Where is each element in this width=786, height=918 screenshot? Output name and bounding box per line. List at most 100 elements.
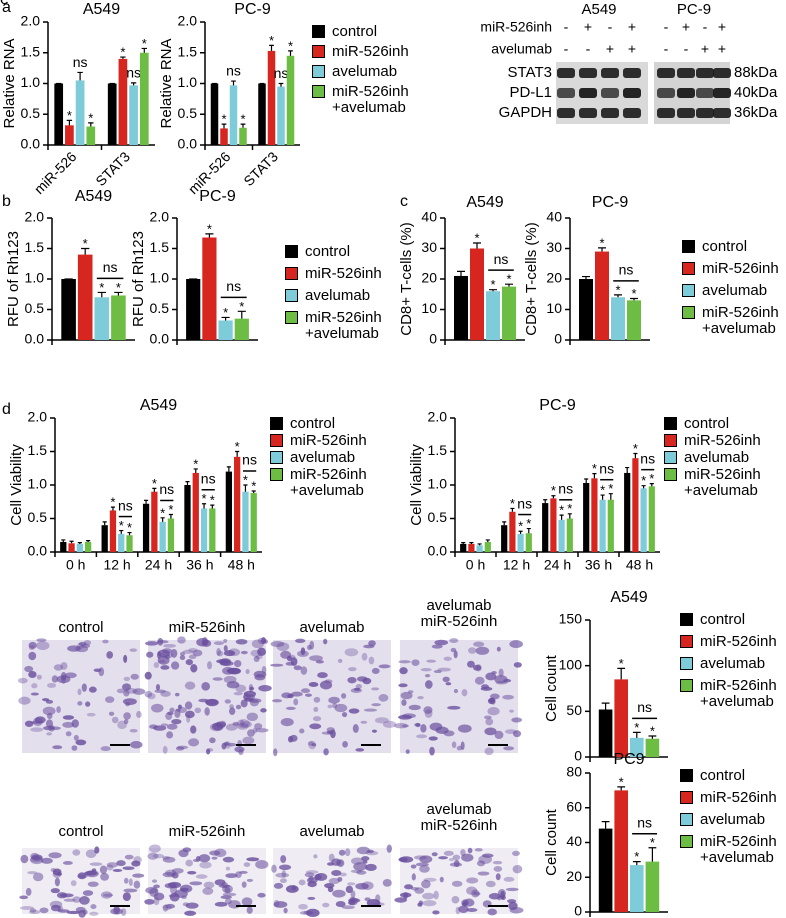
significance-label: * <box>599 235 604 250</box>
legend-label: miR-526inh +avelumab <box>290 466 367 499</box>
cell-blob <box>255 860 269 869</box>
error-bar <box>97 291 106 298</box>
y-tick-label: 40 <box>421 209 437 225</box>
legend-label: avelumab <box>332 63 398 80</box>
treatment-sign: + <box>628 41 636 57</box>
cell-blob <box>371 703 381 707</box>
significance-label: * <box>526 516 531 531</box>
cell-blob <box>125 702 130 707</box>
cell-blob <box>36 641 50 651</box>
bar <box>598 828 613 912</box>
significance-label: * <box>592 461 597 476</box>
cell-blob <box>122 892 131 902</box>
legend-label: miR-526inh +avelumab <box>305 309 382 342</box>
bar <box>229 85 238 145</box>
legend-label: control <box>684 415 730 432</box>
error-bar <box>205 233 214 238</box>
legend-swatch <box>680 679 693 692</box>
bar <box>286 55 295 146</box>
cell-blob <box>461 902 468 907</box>
legend-swatch <box>680 657 693 670</box>
bar <box>209 508 216 552</box>
legend-swatch <box>312 45 325 58</box>
error-bar <box>119 529 124 534</box>
cell-blob <box>398 683 408 688</box>
error-bar <box>632 731 641 738</box>
bar <box>151 491 158 552</box>
cell-blob <box>235 704 242 710</box>
significance-label: * <box>168 502 173 517</box>
treatment-sign: + <box>682 19 690 35</box>
cell-blob <box>87 881 99 887</box>
cell-blob <box>285 706 296 710</box>
error-bar <box>461 542 466 544</box>
cell-blob <box>422 892 435 900</box>
bar <box>192 472 199 552</box>
cell-blob <box>466 886 478 895</box>
cell-blob <box>123 676 131 682</box>
cell-blob <box>184 910 197 916</box>
legend-swatch <box>285 311 298 324</box>
cell-blob <box>112 868 123 872</box>
cell-blob <box>447 705 461 710</box>
cell-blob <box>353 862 367 871</box>
cell-blob <box>59 893 74 898</box>
error-bar <box>485 539 490 542</box>
cell-blob <box>328 877 340 885</box>
cell-blob <box>415 862 429 867</box>
bar <box>234 456 241 552</box>
bar <box>167 518 175 552</box>
cell-blob <box>348 708 360 714</box>
legend-swatch <box>285 267 298 280</box>
significance-label: * <box>243 472 248 487</box>
cell-blob <box>62 721 75 728</box>
y-tick-label: 20 <box>546 270 562 286</box>
cell-blob <box>252 727 258 734</box>
cell-blob <box>123 689 130 697</box>
blot-band <box>657 88 675 98</box>
cell-blob <box>116 688 126 694</box>
cell-blob <box>338 849 346 856</box>
cell-blob <box>308 875 314 882</box>
bar <box>583 482 590 552</box>
cell-blob <box>354 898 359 902</box>
cell-blob <box>63 898 76 902</box>
bar <box>267 50 276 145</box>
legend-swatch <box>680 613 693 626</box>
cell-blob <box>305 870 319 874</box>
cell-blob <box>124 688 138 694</box>
error-bar <box>489 289 497 292</box>
cell-blob <box>144 690 153 698</box>
y-tick-label: 2.0 <box>428 409 448 425</box>
bar <box>525 533 532 552</box>
cell-blob <box>344 648 359 657</box>
cell-blob <box>154 689 166 693</box>
cell-blob <box>271 699 283 703</box>
cell-blob <box>228 707 236 715</box>
cell-blob <box>153 662 160 669</box>
cell-blob <box>451 880 463 887</box>
legend-label: avelumab <box>684 449 750 466</box>
cell-blob <box>411 659 420 666</box>
chart-title: A549 <box>610 589 647 606</box>
bar <box>129 85 138 145</box>
cell-blob <box>458 905 469 913</box>
cell-blob <box>195 874 208 879</box>
cell-blob <box>214 901 228 907</box>
cell-blob <box>221 882 229 889</box>
error-bar <box>69 540 74 544</box>
cell-blob <box>223 645 228 652</box>
cell-blob <box>62 715 75 720</box>
cell-blob <box>169 892 180 902</box>
cell-blob <box>280 650 292 659</box>
cell-blob <box>234 746 245 753</box>
cell-blob <box>344 848 351 857</box>
blot-band <box>557 108 575 118</box>
significance-label: * <box>490 277 495 292</box>
significance-label: * <box>600 482 605 497</box>
cell-blob <box>52 868 62 876</box>
cell-blob <box>509 640 523 648</box>
cell-blob <box>317 672 328 679</box>
y-tick-label: 30 <box>421 239 437 255</box>
cell-blob <box>312 716 322 722</box>
